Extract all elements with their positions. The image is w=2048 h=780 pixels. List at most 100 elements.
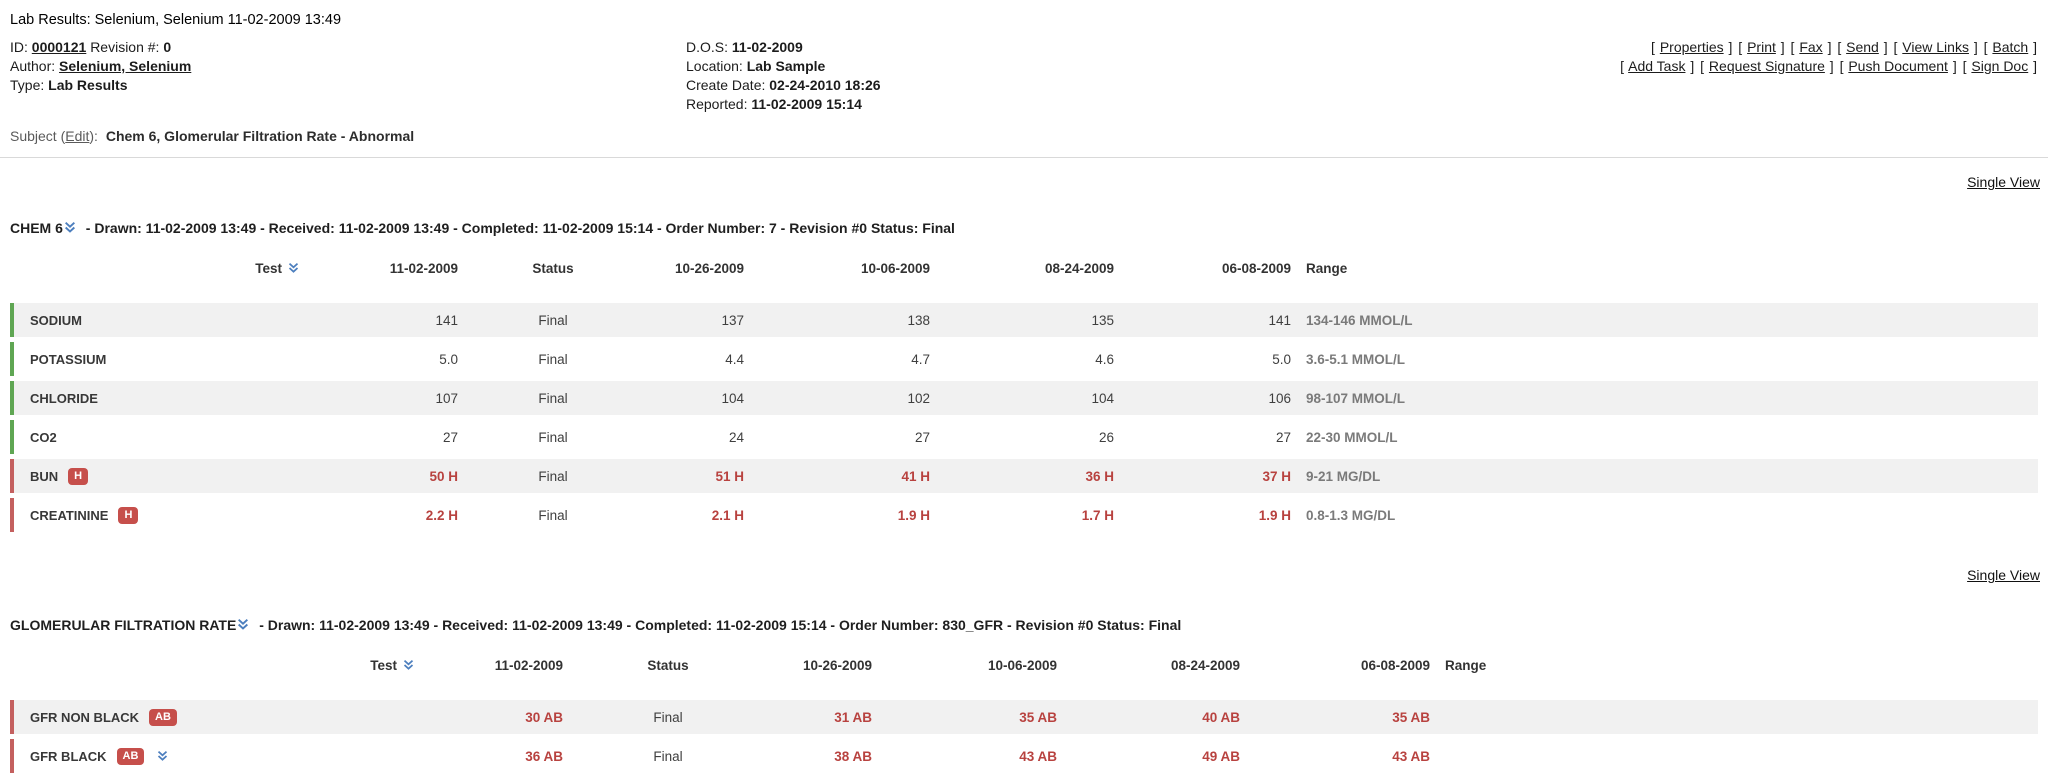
result-value: 1.9 H bbox=[897, 507, 930, 523]
section-title: GLOMERULAR FILTRATION RATE bbox=[10, 617, 237, 633]
header-divider bbox=[0, 157, 2048, 158]
result-value: 37 H bbox=[1262, 468, 1291, 484]
result-value: 135 bbox=[1091, 312, 1114, 328]
test-column-header: Test bbox=[30, 658, 415, 673]
doc-info-middle: D.O.S: 11-02-2009 Location: Lab Sample C… bbox=[686, 38, 1246, 114]
result-value: 38 AB bbox=[834, 748, 872, 764]
doc-info-left: ID: 0000121 Revision #: 0 Author: Seleni… bbox=[10, 38, 686, 95]
collapse-section-icon[interactable] bbox=[236, 618, 250, 631]
gfr-single-view-row: Single View bbox=[0, 537, 2048, 583]
range-column-header: Range bbox=[1306, 260, 1348, 276]
create-date-label: Create Date: bbox=[686, 77, 766, 93]
result-value: 104 bbox=[721, 390, 744, 406]
revision-value: 0 bbox=[163, 39, 172, 55]
action-properties[interactable]: Properties bbox=[1659, 39, 1724, 55]
test-name: GFR BLACK bbox=[30, 748, 107, 764]
result-value: 141 bbox=[1268, 312, 1291, 328]
result-value: 1.9 H bbox=[1258, 507, 1291, 523]
sort-test-icon[interactable] bbox=[287, 262, 300, 274]
location-label: Location: bbox=[686, 58, 743, 74]
abnormal-flag-badge: AB bbox=[116, 747, 145, 765]
result-value: 36 AB bbox=[525, 748, 563, 764]
result-value: 36 H bbox=[1085, 468, 1114, 484]
doc-actions-row1: [ Properties ] [ Print ] [ Fax ] [ Send … bbox=[1651, 39, 2037, 55]
create-date-line: Create Date: 02-24-2010 18:26 bbox=[686, 76, 1246, 95]
section-meta: - Drawn: 11-02-2009 13:49 - Received: 11… bbox=[85, 220, 955, 236]
status-column-header: Status bbox=[647, 657, 689, 673]
result-value: 104 bbox=[1091, 390, 1114, 406]
type-value: Lab Results bbox=[48, 77, 128, 93]
subject-value: Chem 6, Glomerular Filtration Rate - Abn… bbox=[105, 128, 415, 144]
document-header: Lab Results: Selenium, Selenium 11-02-20… bbox=[0, 0, 2048, 144]
result-value: 5.0 bbox=[439, 351, 458, 367]
status-column-header: Status bbox=[532, 260, 574, 276]
action-request-signature[interactable]: Request Signature bbox=[1708, 58, 1825, 74]
status-value: Final bbox=[653, 748, 683, 764]
date-column-header: 06-08-2009 bbox=[1221, 260, 1291, 276]
test-name: SODIUM bbox=[30, 312, 82, 328]
sort-test-icon[interactable] bbox=[402, 659, 415, 671]
test-name: CREATININE bbox=[30, 507, 109, 523]
action-print[interactable]: Print bbox=[1747, 39, 1776, 55]
table-row-bun: BUN H 50 H Final 51 H 41 H 36 H 37 H 9-2… bbox=[10, 459, 2038, 493]
reported-label: Reported: bbox=[686, 96, 748, 112]
test-name: CO2 bbox=[30, 429, 57, 445]
result-value: 4.4 bbox=[725, 351, 744, 367]
action-view-links[interactable]: View Links bbox=[1902, 39, 1969, 55]
date-column-header: 08-24-2009 bbox=[1044, 260, 1114, 276]
location-value: Lab Sample bbox=[746, 58, 826, 74]
result-value: 2.2 H bbox=[425, 507, 458, 523]
range-value: 98-107 MMOL/L bbox=[1306, 390, 1406, 406]
status-value: Final bbox=[538, 390, 568, 406]
action-send[interactable]: Send bbox=[1846, 39, 1879, 55]
gfr-table-header: Test 11-02-2009 Status 10-26-2009 10-06-… bbox=[10, 651, 2038, 679]
table-row-gfr-non-black: GFR NON BLACK AB 30 AB Final 31 AB 35 AB… bbox=[10, 700, 2038, 734]
author-label: Author: bbox=[10, 58, 56, 74]
single-view-link[interactable]: Single View bbox=[1967, 567, 2040, 583]
expand-row-icon[interactable] bbox=[156, 750, 169, 762]
result-value: 43 AB bbox=[1019, 748, 1057, 764]
result-value: 5.0 bbox=[1272, 351, 1291, 367]
test-name: GFR NON BLACK bbox=[30, 709, 140, 725]
doc-type-line: Type: Lab Results bbox=[10, 76, 686, 95]
result-value: 43 AB bbox=[1392, 748, 1430, 764]
doc-id-link[interactable]: 0000121 bbox=[31, 39, 87, 55]
action-batch[interactable]: Batch bbox=[1992, 39, 2029, 55]
subject-edit-link[interactable]: Edit bbox=[65, 128, 90, 144]
range-value: 3.6-5.1 MMOL/L bbox=[1306, 351, 1406, 367]
chem6-section-header: CHEM 6 - Drawn: 11-02-2009 13:49 - Recei… bbox=[10, 220, 2038, 236]
table-row-potassium: POTASSIUM 5.0 Final 4.4 4.7 4.6 5.0 3.6-… bbox=[10, 342, 2038, 376]
result-value: 41 H bbox=[901, 468, 930, 484]
table-row-creatinine: CREATININE H 2.2 H Final 2.1 H 1.9 H 1.7… bbox=[10, 498, 2038, 532]
action-sign-doc[interactable]: Sign Doc bbox=[1971, 58, 2029, 74]
date-column-header: 10-06-2009 bbox=[860, 260, 930, 276]
action-add-task[interactable]: Add Task bbox=[1628, 58, 1686, 74]
table-row-co2: CO2 27 Final 24 27 26 27 22-30 MMOL/L bbox=[10, 420, 2038, 454]
chem6-single-view-row: Single View bbox=[0, 158, 2048, 190]
single-view-link[interactable]: Single View bbox=[1967, 174, 2040, 190]
action-push-document[interactable]: Push Document bbox=[1848, 58, 1948, 74]
result-value: 24 bbox=[728, 429, 744, 445]
table-row-chloride: CHLORIDE 107 Final 104 102 104 106 98-10… bbox=[10, 381, 2038, 415]
collapse-section-icon[interactable] bbox=[63, 221, 77, 234]
result-value: 107 bbox=[435, 390, 458, 406]
result-value: 50 H bbox=[429, 468, 458, 484]
section-title: CHEM 6 bbox=[10, 220, 63, 236]
status-value: Final bbox=[538, 429, 568, 445]
chem6-rows: SODIUM 141 Final 137 138 135 141 134-146… bbox=[10, 303, 2038, 532]
high-flag-badge: H bbox=[68, 467, 89, 485]
result-value: 27 bbox=[442, 429, 458, 445]
author-link[interactable]: Selenium, Selenium bbox=[59, 58, 192, 74]
reported-value: 11-02-2009 15:14 bbox=[751, 96, 862, 112]
location-line: Location: Lab Sample bbox=[686, 57, 1246, 76]
gfr-rows: GFR NON BLACK AB 30 AB Final 31 AB 35 AB… bbox=[10, 700, 2038, 773]
test-name: BUN bbox=[30, 468, 59, 484]
action-fax[interactable]: Fax bbox=[1799, 39, 1823, 55]
high-flag-badge: H bbox=[118, 506, 139, 524]
result-value: 31 AB bbox=[834, 709, 872, 725]
result-value: 141 bbox=[435, 312, 458, 328]
status-value: Final bbox=[538, 468, 568, 484]
doc-id-line: ID: 0000121 Revision #: 0 bbox=[10, 38, 686, 57]
test-name: CHLORIDE bbox=[30, 390, 98, 406]
section-meta: - Drawn: 11-02-2009 13:49 - Received: 11… bbox=[259, 617, 1182, 633]
